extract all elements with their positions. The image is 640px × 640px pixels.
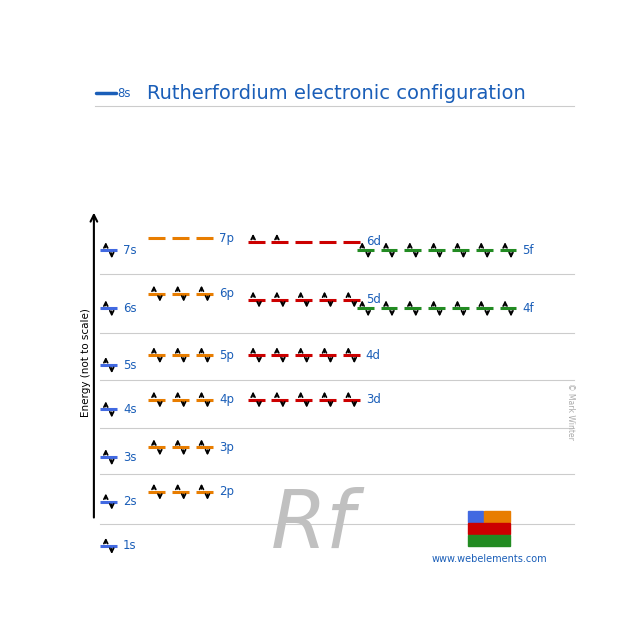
Text: Rf: Rf <box>271 487 355 565</box>
Text: 5s: 5s <box>123 358 137 372</box>
Bar <box>468 511 483 522</box>
Text: 4d: 4d <box>365 349 381 362</box>
Text: 3d: 3d <box>365 393 381 406</box>
Text: 6p: 6p <box>219 287 234 300</box>
Text: 4p: 4p <box>219 393 234 406</box>
Text: Rutherfordium electronic configuration: Rutherfordium electronic configuration <box>147 84 525 102</box>
Text: 2p: 2p <box>219 485 234 498</box>
Text: 6s: 6s <box>123 302 137 315</box>
Text: 5p: 5p <box>219 349 234 362</box>
Text: 7p: 7p <box>219 232 234 245</box>
Text: 5f: 5f <box>522 244 534 257</box>
Text: 8s: 8s <box>118 86 131 100</box>
Text: Energy (not to scale): Energy (not to scale) <box>81 308 92 417</box>
Text: 6d: 6d <box>365 236 381 248</box>
Bar <box>468 535 510 546</box>
Text: 5d: 5d <box>365 293 381 306</box>
Bar <box>484 511 510 522</box>
Text: © Mark Winter: © Mark Winter <box>566 383 575 440</box>
Bar <box>468 524 510 534</box>
Text: 7s: 7s <box>123 244 137 257</box>
Text: 2s: 2s <box>123 495 137 508</box>
Text: 1s: 1s <box>123 540 137 552</box>
Text: 4f: 4f <box>522 302 534 315</box>
Text: www.webelements.com: www.webelements.com <box>431 554 547 564</box>
Text: 3p: 3p <box>219 441 234 454</box>
Text: 3s: 3s <box>123 451 137 464</box>
Text: 4s: 4s <box>123 403 137 416</box>
